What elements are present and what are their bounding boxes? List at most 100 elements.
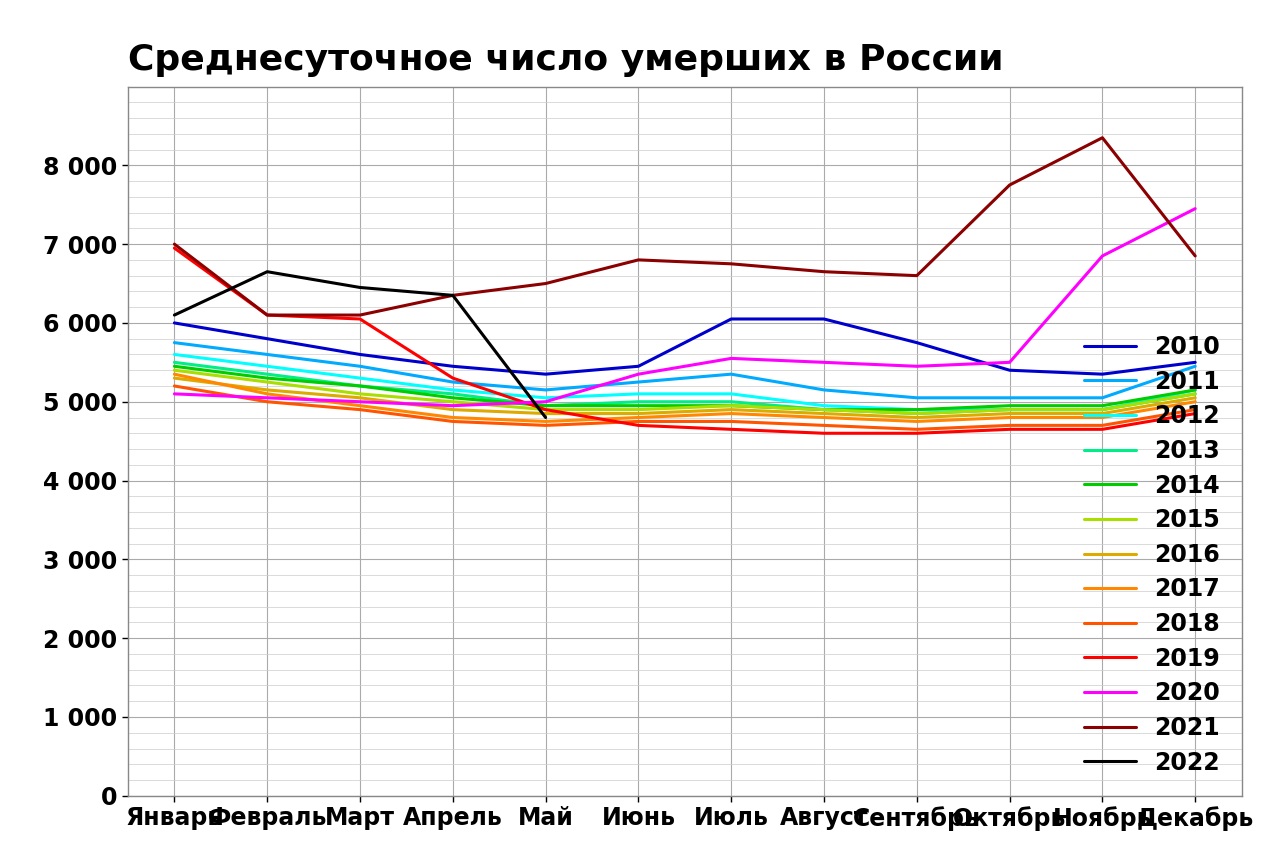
2018	[817, 420, 832, 431]
2010	[723, 314, 739, 324]
2021	[538, 279, 553, 289]
2018	[352, 405, 367, 415]
2011	[166, 337, 182, 348]
2016	[817, 408, 832, 419]
2022	[352, 282, 367, 292]
2016	[723, 405, 739, 415]
2020	[352, 396, 367, 407]
2019	[538, 405, 553, 415]
2012	[260, 361, 275, 371]
2017	[538, 416, 553, 426]
2014	[352, 381, 367, 391]
2014	[1188, 385, 1203, 395]
2019	[260, 310, 275, 320]
Line: 2010: 2010	[174, 319, 1196, 375]
2010	[631, 361, 646, 371]
2019	[723, 424, 739, 434]
2017	[909, 416, 924, 426]
2014	[445, 393, 461, 403]
2018	[166, 381, 182, 391]
2014	[817, 405, 832, 415]
2018	[1094, 420, 1110, 431]
2013	[817, 405, 832, 415]
Line: 2011: 2011	[174, 343, 1196, 398]
Line: 2012: 2012	[174, 355, 1196, 410]
2015	[166, 365, 182, 375]
2021	[352, 310, 367, 320]
2017	[631, 413, 646, 423]
2020	[817, 357, 832, 368]
2012	[1188, 385, 1203, 395]
2021	[445, 290, 461, 300]
2021	[1188, 251, 1203, 261]
2022	[166, 310, 182, 320]
2022	[538, 413, 553, 423]
2020	[1188, 203, 1203, 214]
2013	[631, 396, 646, 407]
Line: 2018: 2018	[174, 386, 1196, 429]
2020	[1094, 251, 1110, 261]
2013	[723, 396, 739, 407]
2019	[445, 373, 461, 383]
2011	[538, 385, 553, 395]
2013	[1188, 388, 1203, 399]
2021	[260, 310, 275, 320]
2014	[166, 361, 182, 371]
2014	[909, 405, 924, 415]
2016	[538, 408, 553, 419]
2012	[445, 385, 461, 395]
2010	[1188, 357, 1203, 368]
2011	[817, 385, 832, 395]
2015	[538, 405, 553, 415]
2010	[538, 369, 553, 380]
Line: 2016: 2016	[174, 378, 1196, 418]
2020	[909, 361, 924, 371]
2017	[1188, 396, 1203, 407]
2011	[1002, 393, 1018, 403]
2014	[631, 400, 646, 411]
2011	[352, 361, 367, 371]
2019	[352, 314, 367, 324]
2021	[909, 271, 924, 281]
2018	[909, 424, 924, 434]
2019	[1002, 424, 1018, 434]
2011	[1094, 393, 1110, 403]
2011	[723, 369, 739, 380]
2013	[909, 408, 924, 419]
Line: 2017: 2017	[174, 375, 1196, 421]
Line: 2014: 2014	[174, 366, 1196, 410]
2018	[631, 416, 646, 426]
2016	[909, 413, 924, 423]
2012	[909, 405, 924, 415]
2015	[445, 396, 461, 407]
2015	[1002, 405, 1018, 415]
2013	[1094, 405, 1110, 415]
2010	[260, 334, 275, 344]
2013	[260, 369, 275, 380]
2011	[1188, 361, 1203, 371]
2015	[909, 408, 924, 419]
2013	[352, 381, 367, 391]
2012	[723, 388, 739, 399]
2019	[1094, 424, 1110, 434]
2015	[260, 377, 275, 388]
Line: 2021: 2021	[174, 138, 1196, 315]
2020	[445, 400, 461, 411]
2019	[631, 420, 646, 431]
2015	[1094, 405, 1110, 415]
2020	[166, 388, 182, 399]
2018	[723, 416, 739, 426]
2012	[1002, 405, 1018, 415]
Line: 2022: 2022	[174, 272, 545, 418]
2016	[352, 393, 367, 403]
2016	[1002, 408, 1018, 419]
2020	[1002, 357, 1018, 368]
2021	[1094, 132, 1110, 143]
2016	[166, 373, 182, 383]
2014	[723, 400, 739, 411]
2014	[1002, 400, 1018, 411]
2021	[631, 254, 646, 265]
2010	[445, 361, 461, 371]
2018	[1002, 420, 1018, 431]
2010	[352, 349, 367, 360]
